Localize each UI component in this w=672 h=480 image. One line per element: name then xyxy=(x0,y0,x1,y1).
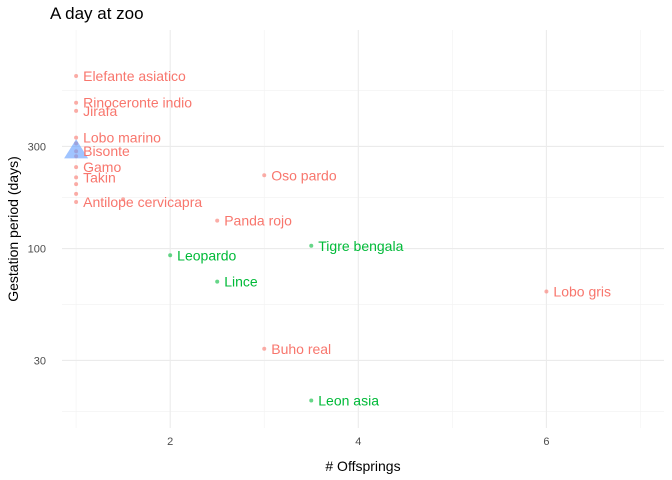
point-label: Lince xyxy=(224,274,258,290)
y-tick-label: 300 xyxy=(28,141,46,153)
point-label: Leopardo xyxy=(177,247,236,263)
point-label: Lobo marino xyxy=(83,130,161,146)
data-point xyxy=(74,199,79,204)
x-tick-label: 2 xyxy=(167,436,173,448)
data-point xyxy=(74,182,79,187)
x-tick-label: 6 xyxy=(543,436,549,448)
x-tick-label: 4 xyxy=(355,436,361,448)
point-label: Antilope cervicapra xyxy=(83,194,202,210)
data-point xyxy=(309,243,314,248)
data-point xyxy=(215,279,220,284)
point-label: Takin xyxy=(83,169,116,185)
y-tick-label: 30 xyxy=(34,355,46,367)
data-point xyxy=(74,135,79,140)
data-point xyxy=(74,165,79,170)
highlight-triangle-marker xyxy=(64,139,89,159)
data-point xyxy=(74,175,79,180)
x-axis-title: # Offsprings xyxy=(325,458,400,474)
point-label: Gamo xyxy=(83,159,121,175)
point-label: Buho real xyxy=(271,341,331,357)
data-point xyxy=(215,218,220,223)
point-label: Lobo gris xyxy=(553,283,611,299)
point-label: Jirafa xyxy=(83,103,117,119)
grid xyxy=(62,30,664,428)
point-label: Bisonte xyxy=(83,143,130,159)
chart-title: A day at zoo xyxy=(50,4,144,23)
data-point xyxy=(74,191,79,196)
data-point xyxy=(121,197,126,202)
point-label: Tigre bengala xyxy=(318,238,403,254)
point-label: Rinoceronte indio xyxy=(83,95,192,111)
data-point xyxy=(262,173,267,178)
axis-ticks: 2 4 6 30 100 300 xyxy=(28,141,550,448)
data-point xyxy=(309,398,314,403)
point-label: Elefante asiatico xyxy=(83,68,186,84)
point-labels: Elefante asiatico Rinoceronte indioJirafa… xyxy=(83,68,611,408)
point-label: Panda rojo xyxy=(224,213,292,229)
data-point xyxy=(74,108,79,113)
data-point xyxy=(544,289,549,294)
data-point xyxy=(168,253,173,258)
y-axis-title: Gestation period (days) xyxy=(5,156,21,302)
y-tick-label: 100 xyxy=(28,244,46,256)
data-points xyxy=(64,74,549,403)
data-point xyxy=(74,74,79,79)
point-label: Oso pardo xyxy=(271,167,337,183)
data-point xyxy=(74,100,79,105)
data-point xyxy=(262,346,267,351)
point-label: Leon asia xyxy=(318,392,379,408)
